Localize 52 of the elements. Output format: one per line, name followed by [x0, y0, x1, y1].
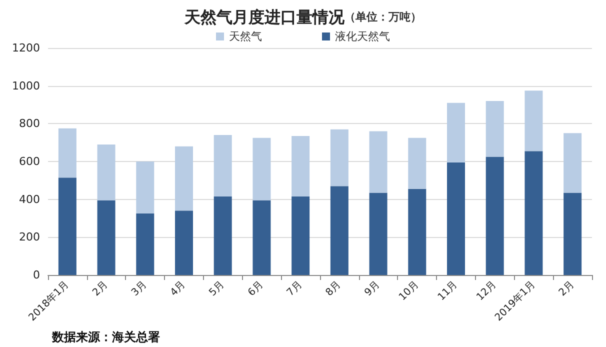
legend-label: 天然气 — [229, 30, 262, 43]
bar — [58, 128, 76, 178]
y-tick-label: 200 — [19, 230, 40, 244]
bar — [408, 138, 426, 189]
chart-title: 天然气月度进口量情况 — [184, 8, 346, 26]
bar — [369, 192, 388, 275]
y-tick-label: 0 — [33, 268, 40, 282]
bar — [486, 156, 504, 275]
bar — [524, 151, 543, 275]
bar — [214, 196, 232, 275]
bar — [175, 210, 193, 275]
bar — [175, 146, 193, 211]
bar — [564, 192, 582, 275]
bar — [524, 90, 543, 152]
bar — [330, 186, 348, 275]
bar — [447, 162, 465, 275]
bar — [214, 135, 232, 196]
bar — [369, 131, 388, 193]
y-tick-label: 1000 — [12, 79, 40, 92]
bar — [97, 200, 116, 275]
bar — [292, 136, 310, 196]
bar — [252, 138, 271, 200]
y-tick-label: 1200 — [12, 42, 40, 54]
y-tick-label: 600 — [19, 155, 40, 168]
x-tick-label: 7月 — [285, 279, 304, 298]
bar — [408, 188, 426, 275]
y-tick-label: 800 — [19, 117, 40, 130]
x-tick-label: 11月 — [436, 279, 460, 303]
bar — [252, 200, 271, 275]
bar — [564, 133, 582, 193]
y-tick-label: 400 — [19, 192, 40, 206]
x-tick-label: 5月 — [207, 279, 227, 298]
bar — [97, 144, 116, 200]
bar — [136, 214, 154, 275]
x-tick-label: 6月 — [246, 279, 266, 298]
legend-label: 液化天然气 — [335, 30, 390, 43]
bar — [486, 100, 504, 157]
chart-subtitle: （单位：万吨） — [344, 10, 422, 24]
source-note: 数据来源：海关总署 — [51, 330, 160, 344]
x-tick-label: 3月 — [130, 279, 150, 298]
x-tick-label: 2月 — [90, 279, 110, 298]
x-tick-label: 8月 — [324, 279, 344, 298]
bar — [58, 178, 76, 275]
bar — [292, 196, 310, 275]
x-tick-label: 12月 — [474, 279, 499, 303]
bar — [447, 102, 465, 162]
x-tick-label: 9月 — [362, 279, 382, 298]
bar — [330, 129, 348, 186]
x-tick-label: 10月 — [397, 279, 422, 303]
bar — [136, 162, 154, 214]
x-tick-label: 4月 — [168, 279, 188, 298]
x-tick-label: 2月 — [557, 279, 576, 298]
